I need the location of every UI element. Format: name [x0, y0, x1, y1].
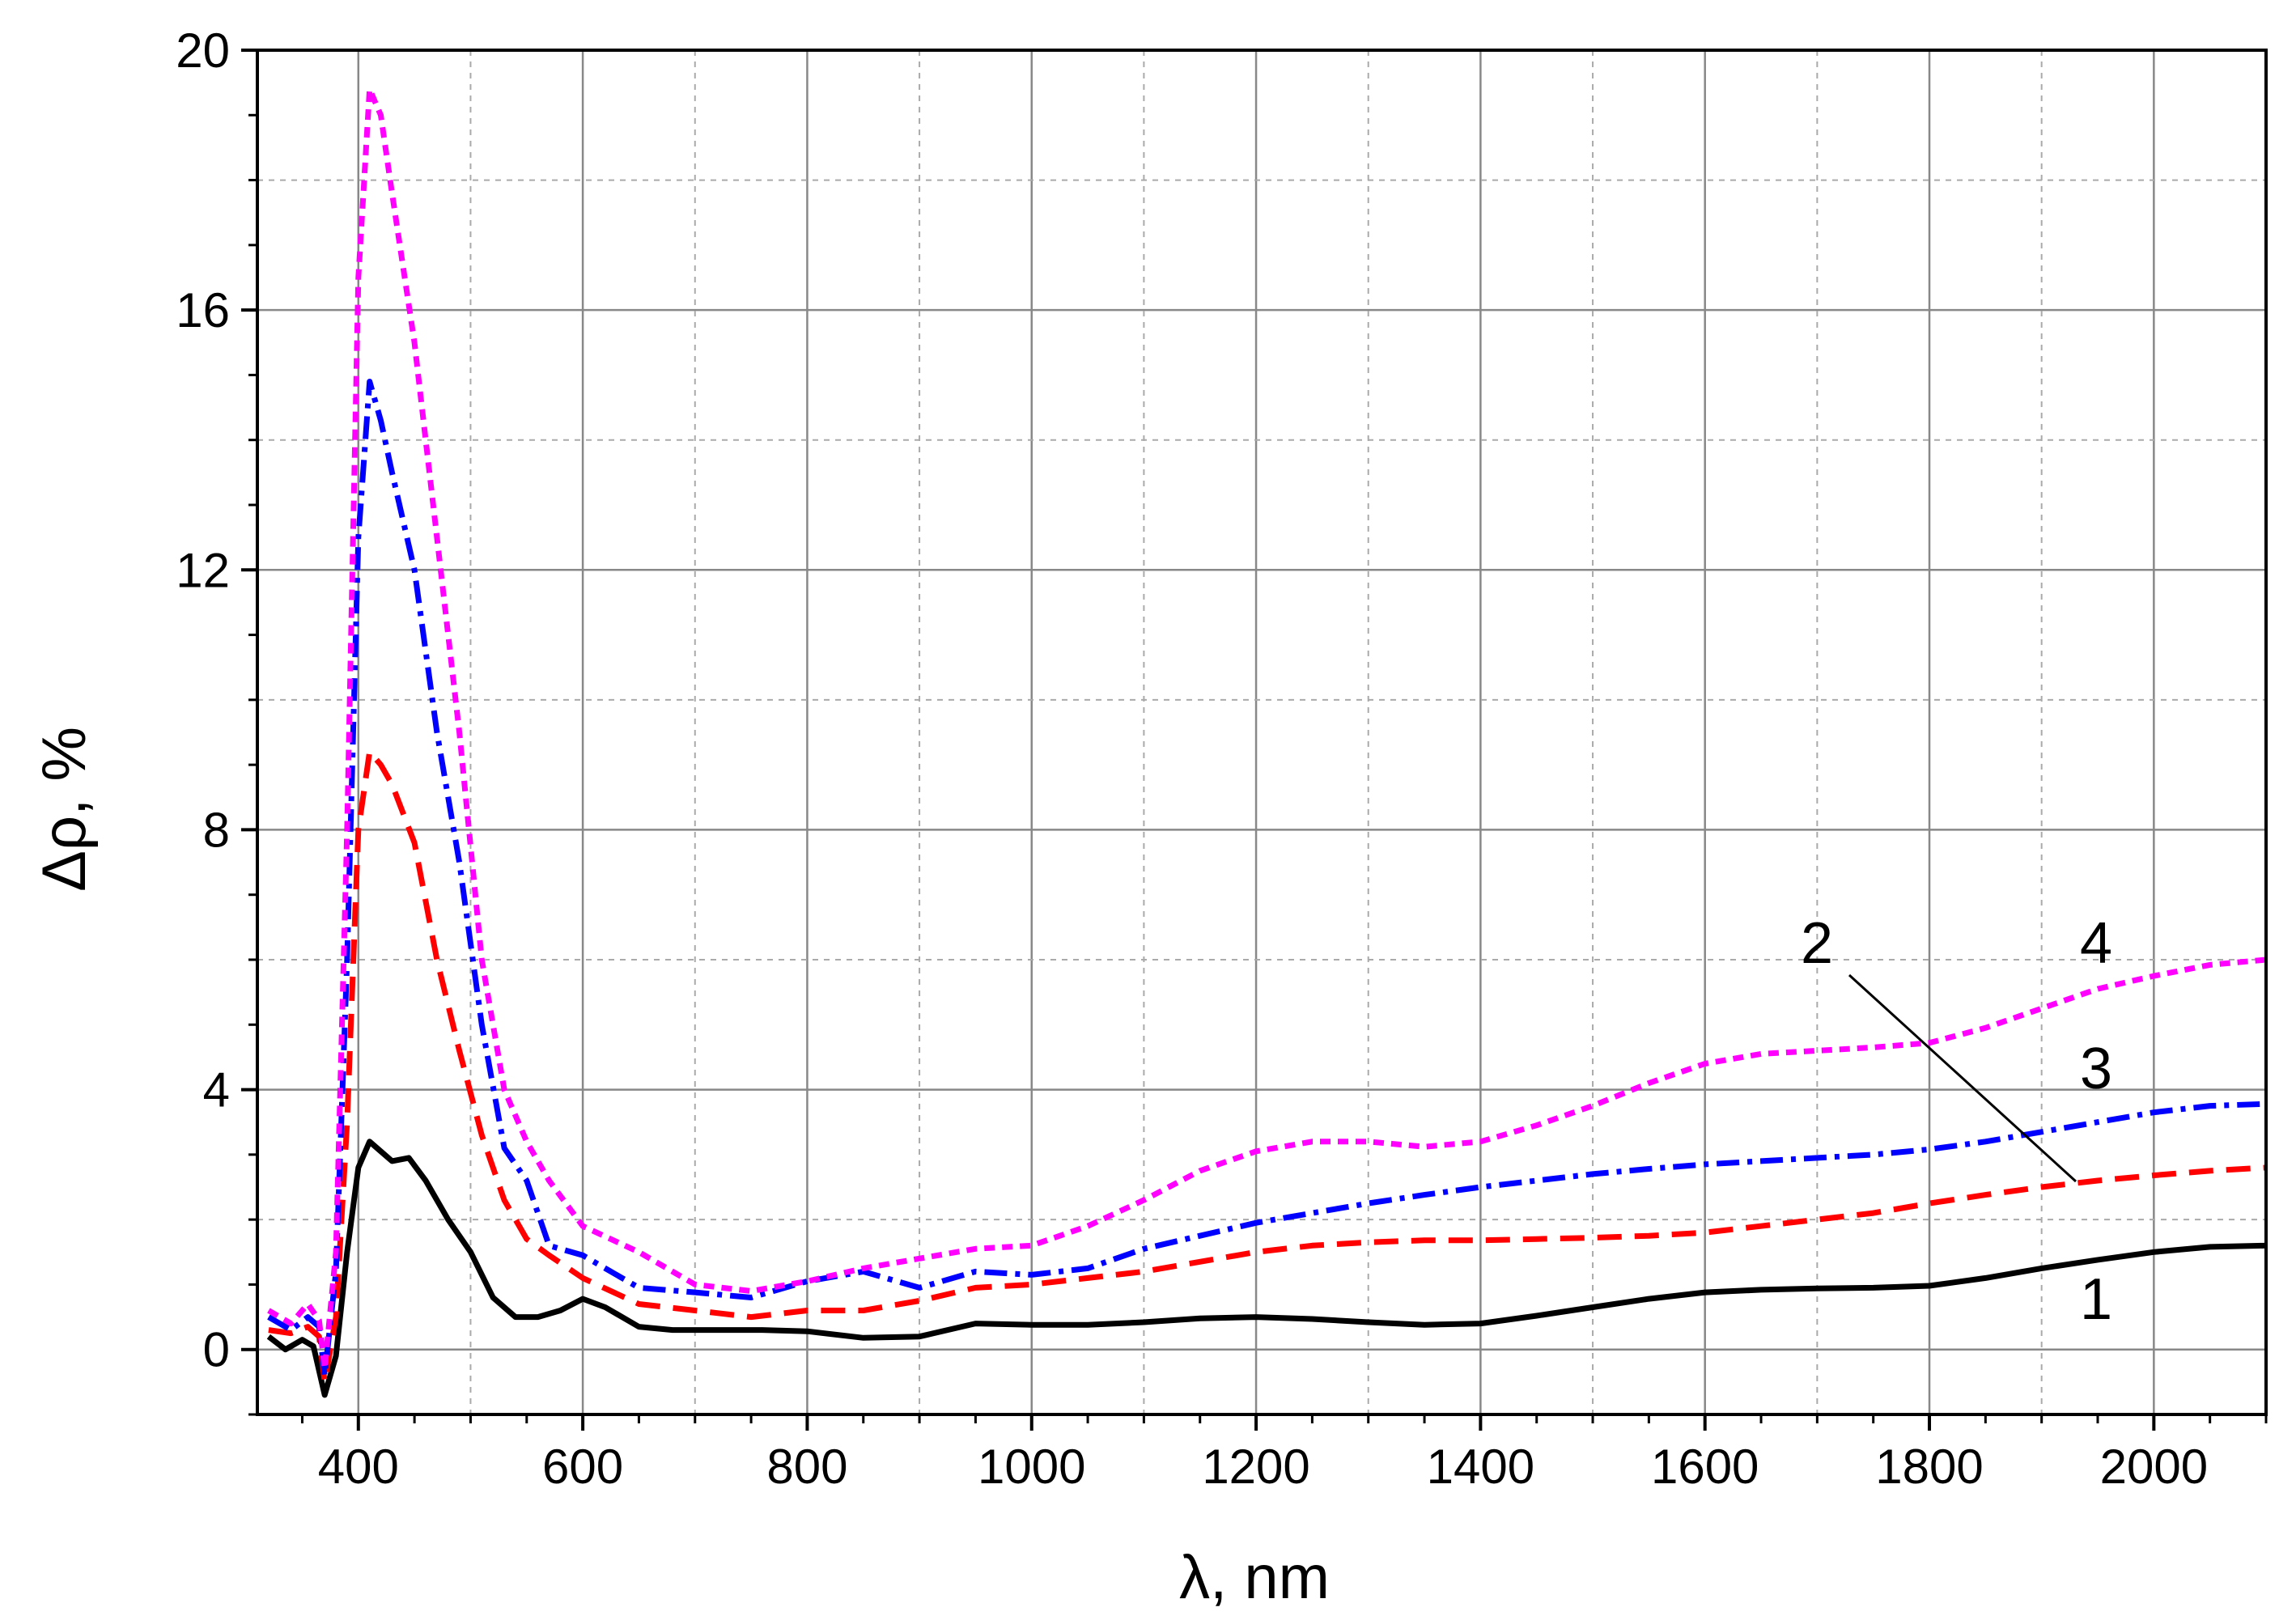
x-tick-label: 1200 [1202, 1440, 1309, 1494]
series-3-line [267, 379, 2267, 1379]
plot-frame [256, 49, 2268, 1416]
y-tick-label: 4 [203, 1063, 230, 1117]
y-tick-label: 8 [203, 803, 230, 857]
tick-labels: 400 600 800 1000 1200 1400 1600 1800 20000481216… [176, 23, 2208, 1494]
y-tick-label: 0 [203, 1323, 230, 1377]
series-layer [266, 86, 2267, 1398]
y-tick-label: 20 [176, 23, 230, 78]
curve-label-1: 1 [2080, 1267, 2112, 1332]
x-tick-label: 800 [766, 1440, 847, 1494]
curve-labels: 1 2 3 4 [1801, 911, 2112, 1332]
x-tick-label: 1600 [1651, 1440, 1759, 1494]
axes [241, 49, 2268, 1431]
x-tick-label: 2000 [2100, 1440, 2208, 1494]
x-tick-label: 1400 [1427, 1440, 1534, 1494]
curve-label-3: 3 [2080, 1037, 2112, 1101]
y-axis-title: Δρ, % [30, 727, 99, 892]
x-tick-label: 1000 [978, 1440, 1085, 1494]
curve-label-2: 2 [1801, 911, 1833, 976]
x-tick-label: 600 [542, 1440, 623, 1494]
series-1-line [266, 1139, 2267, 1398]
x-tick-label: 400 [318, 1440, 399, 1494]
series-2-line [268, 749, 2267, 1385]
series-4-line [267, 86, 2267, 1372]
curve-2-leader-line [1848, 973, 2077, 1183]
curve-label-4: 4 [2080, 911, 2112, 976]
y-tick-label: 12 [176, 543, 230, 597]
x-tick-label: 1800 [1875, 1440, 1983, 1494]
x-axis-title: λ, nm [1179, 1543, 1330, 1612]
y-tick-label: 16 [176, 283, 230, 337]
grid [257, 49, 2266, 1414]
